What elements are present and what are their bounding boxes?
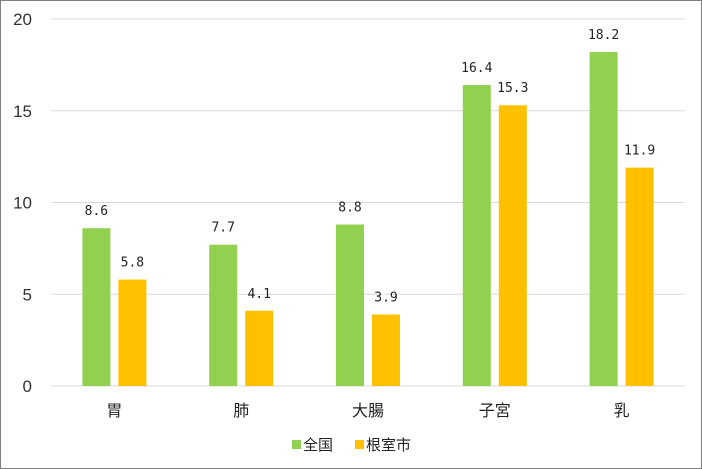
legend-label: 全国 [303, 436, 333, 454]
bar [209, 244, 238, 386]
y-tick-label: 15 [13, 102, 32, 121]
category-label: 子宮 [479, 401, 511, 420]
category-label: 肺 [233, 401, 249, 420]
y-axis-tick-labels: 0 5 10 15 20 [13, 10, 32, 396]
y-tick-label: 0 [23, 377, 32, 396]
bar [118, 279, 147, 386]
data-label: 11.9 [624, 144, 655, 159]
gridlines [51, 18, 685, 387]
bar [372, 314, 400, 386]
data-label: 4.1 [247, 287, 270, 302]
bar [245, 310, 274, 386]
bar [462, 85, 491, 386]
legend-swatch [355, 440, 364, 449]
category-label: 乳 [614, 401, 630, 420]
y-tick-label: 10 [13, 194, 32, 213]
y-tick-label: 5 [23, 285, 32, 304]
bars [82, 52, 654, 387]
data-label: 8.6 [85, 204, 108, 219]
bar [82, 228, 111, 386]
bar [589, 52, 618, 386]
data-label: 16.4 [461, 61, 492, 76]
category-label: 大腸 [352, 401, 384, 420]
x-axis-category-labels: 胃 肺 大腸 子宮 乳 [106, 401, 629, 420]
bar [498, 105, 527, 387]
legend-swatch [292, 440, 301, 449]
category-label: 胃 [106, 401, 122, 420]
bar [625, 167, 654, 386]
y-tick-label: 20 [13, 10, 32, 29]
data-label: 18.2 [588, 28, 619, 43]
data-label: 5.8 [121, 256, 144, 271]
data-label: 3.9 [374, 290, 397, 305]
bar [336, 224, 364, 386]
legend-label: 根室市 [366, 436, 411, 454]
data-labels: 8.6 5.8 7.7 4.1 8.8 3.9 16.4 15.3 18.2 11.9 [85, 28, 656, 305]
data-label: 7.7 [211, 221, 234, 236]
data-label: 15.3 [497, 81, 528, 96]
legend: 全国 根室市 [292, 436, 411, 454]
data-label: 8.8 [338, 201, 361, 216]
